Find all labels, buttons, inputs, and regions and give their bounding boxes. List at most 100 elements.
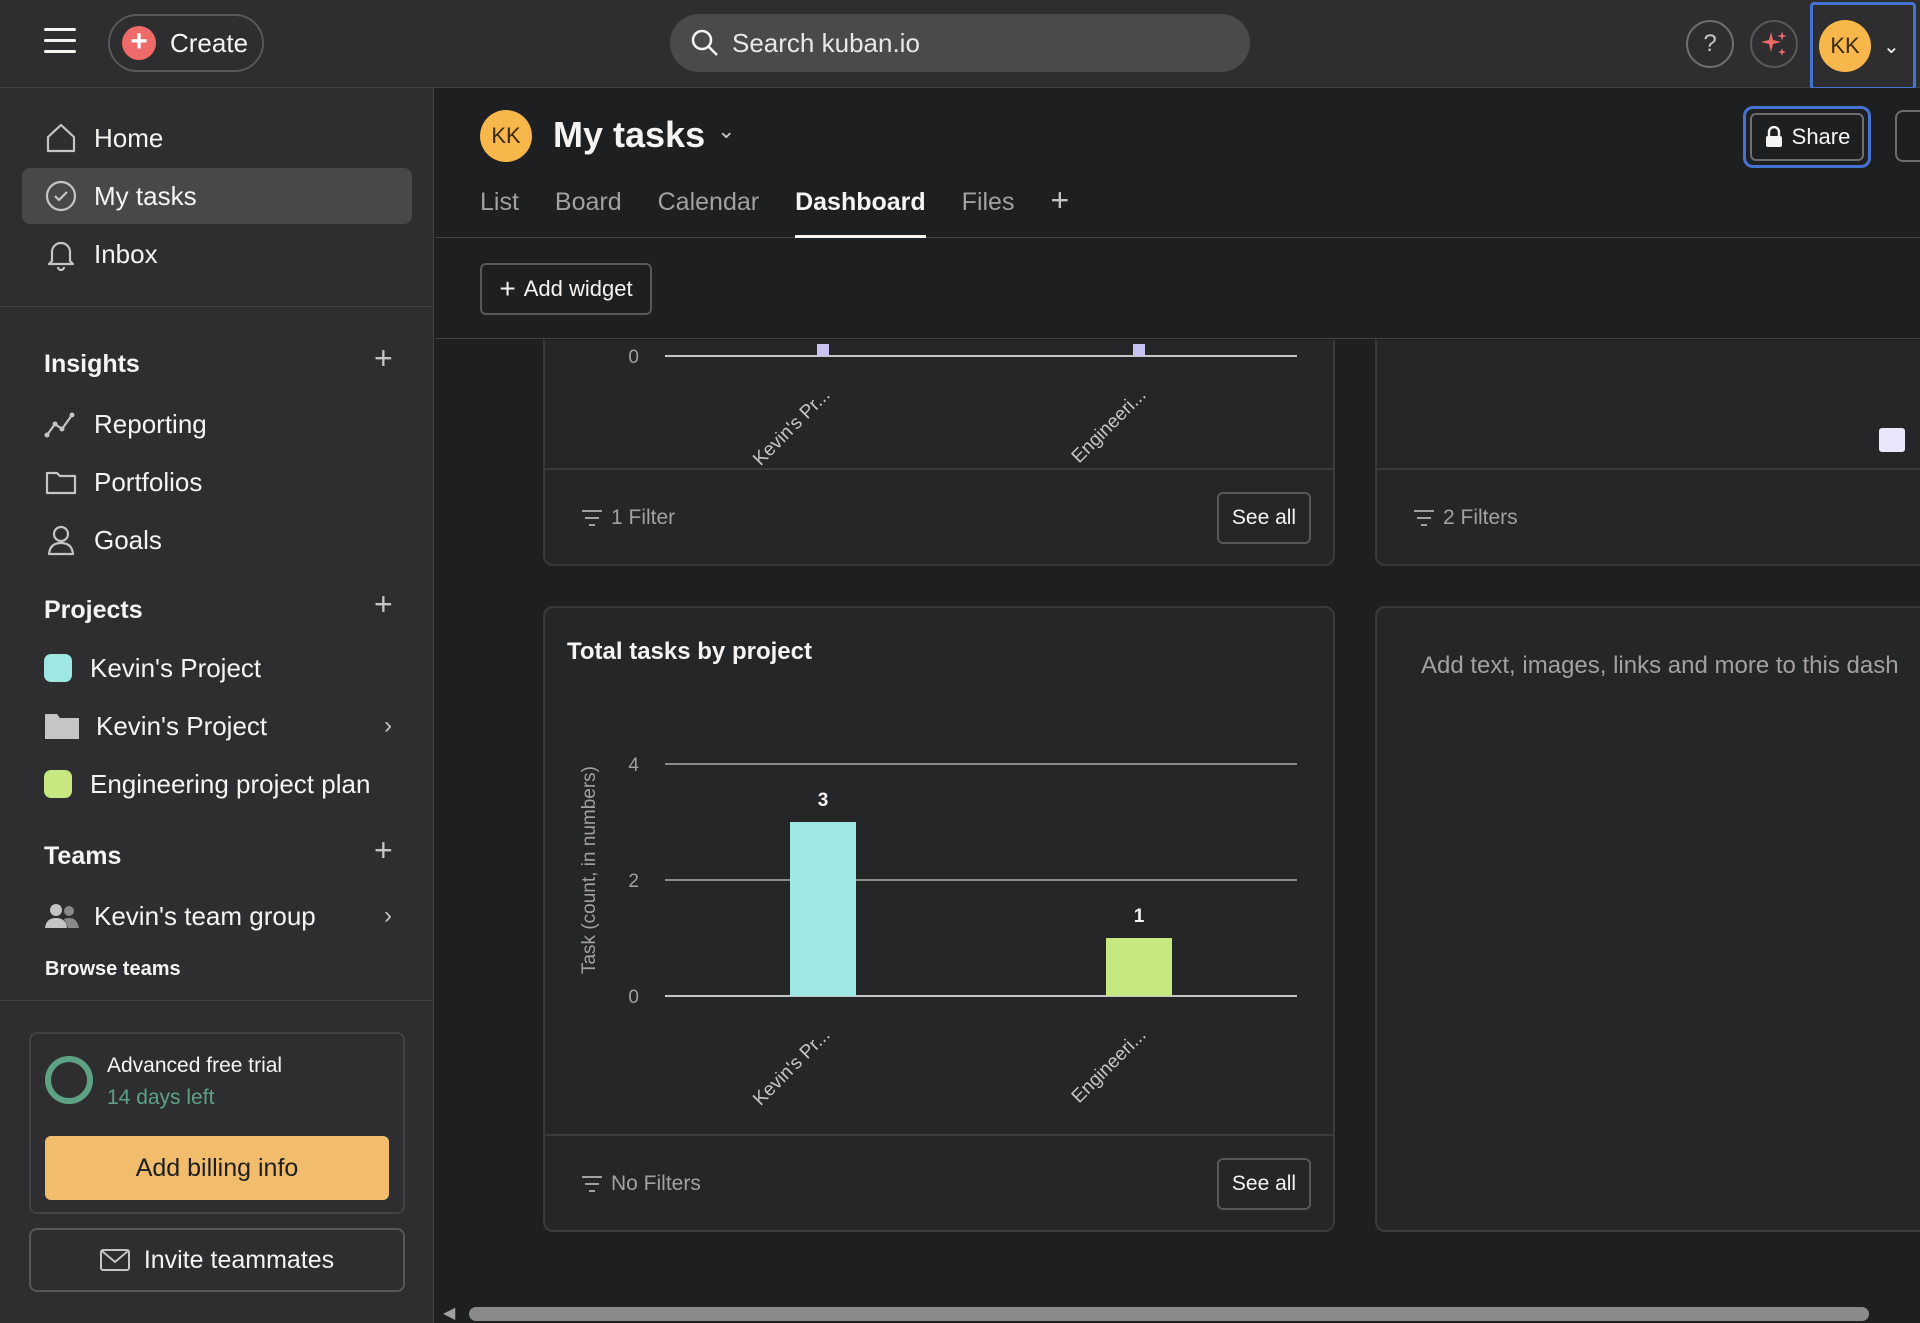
- sidebar-item-label: Kevin's Project: [96, 710, 268, 741]
- bar: [1106, 938, 1172, 996]
- chart-widget-top-left: 0 Kevin's Pr... Engineeri... 1 Filter See …: [543, 340, 1335, 566]
- chevron-right-icon[interactable]: ›: [384, 902, 392, 929]
- insights-title: Insights: [44, 350, 140, 378]
- page-header: KK My tasks ⌄ Share List Board Calendar …: [435, 88, 1920, 238]
- sidebar-item-my-tasks[interactable]: My tasks: [22, 168, 412, 224]
- sidebar-item-reporting[interactable]: Reporting: [22, 396, 412, 452]
- top-bar: + Create Search kuban.io ? KK ⌄: [0, 0, 1920, 90]
- scrollbar-thumb[interactable]: [469, 1307, 1869, 1321]
- sidebar-item-label: Inbox: [94, 238, 158, 269]
- horizontal-scrollbar[interactable]: ◀: [435, 1301, 1920, 1323]
- teams-title: Teams: [44, 842, 122, 870]
- browse-teams-link[interactable]: Browse teams: [45, 958, 181, 980]
- sidebar-item-project[interactable]: Kevin's Project: [22, 640, 412, 696]
- y-tick-label: 2: [628, 871, 639, 892]
- customize-button[interactable]: [1895, 110, 1920, 162]
- chevron-down-icon: ⌄: [1883, 35, 1900, 58]
- sidebar-item-label: Engineering project plan: [90, 768, 371, 799]
- add-team-button[interactable]: +: [374, 832, 393, 868]
- account-menu-button[interactable]: KK ⌄: [1810, 2, 1916, 90]
- avatar: KK: [1819, 20, 1871, 72]
- sidebar: Home My tasks Inbox Insights + Reporting…: [0, 88, 434, 1323]
- add-widget-label: Add widget: [523, 276, 633, 301]
- folder-icon: [45, 471, 77, 495]
- filter-icon: [582, 510, 602, 526]
- y-axis-label: Task (count, in numbers): [579, 766, 600, 974]
- filter-icon: [1414, 510, 1434, 526]
- x-tick-label: Kevin's Pr...: [749, 1025, 834, 1110]
- divider: [0, 1000, 434, 1001]
- sidebar-item-project-folder[interactable]: Kevin's Project ›: [22, 698, 412, 754]
- page-title: My tasks: [553, 114, 706, 155]
- divider: [0, 306, 434, 307]
- tab-files[interactable]: Files: [961, 188, 1015, 216]
- create-button[interactable]: + Create: [108, 14, 264, 72]
- sidebar-item-inbox[interactable]: Inbox: [22, 226, 412, 282]
- help-button[interactable]: ?: [1686, 20, 1734, 68]
- add-project-button[interactable]: +: [374, 586, 393, 622]
- sidebar-item-portfolios[interactable]: Portfolios: [22, 454, 412, 510]
- bell-icon: [47, 241, 75, 271]
- see-all-button[interactable]: See all: [1217, 1158, 1311, 1210]
- legend-swatch: [1879, 428, 1905, 452]
- share-label: Share: [1791, 124, 1851, 149]
- widget-footer: 2 Filters: [1377, 468, 1920, 566]
- chart-line-icon: [44, 412, 75, 438]
- add-tab-button[interactable]: +: [1050, 182, 1070, 218]
- filter-label: 1 Filter: [611, 506, 676, 529]
- invite-label: Invite teammates: [143, 1245, 335, 1274]
- widget-title: Total tasks by project: [567, 638, 812, 665]
- filter-label: No Filters: [611, 1172, 701, 1195]
- add-billing-info-button[interactable]: Add billing info: [45, 1136, 389, 1200]
- trial-box: Advanced free trial 14 days left Add bil…: [29, 1032, 405, 1214]
- home-icon: [46, 123, 76, 153]
- dashboard-toolbar: + Add widget: [435, 239, 1920, 339]
- chevron-right-icon[interactable]: ›: [384, 712, 392, 739]
- search-input[interactable]: Search kuban.io: [670, 14, 1250, 72]
- tab-list[interactable]: List: [480, 188, 519, 216]
- filter-button[interactable]: 2 Filters: [1413, 506, 1518, 530]
- scroll-left-icon[interactable]: ◀: [443, 1305, 456, 1322]
- widget-footer: No Filters See all: [545, 1134, 1333, 1232]
- lock-icon: [1765, 126, 1782, 147]
- sidebar-item-goals[interactable]: Goals: [22, 512, 412, 568]
- sparkle-icon: [1761, 31, 1787, 56]
- project-color-chip: [44, 770, 72, 798]
- trial-title: Advanced free trial: [107, 1054, 283, 1077]
- mail-icon: [99, 1249, 130, 1271]
- filter-button[interactable]: 1 Filter: [581, 506, 675, 530]
- y-tick-label: 4: [628, 755, 639, 776]
- text-widget[interactable]: Add text, images, links and more to this…: [1375, 606, 1920, 1232]
- share-button[interactable]: Share: [1750, 113, 1864, 161]
- plus-icon: +: [122, 26, 156, 60]
- add-widget-button[interactable]: + Add widget: [480, 263, 652, 315]
- filter-icon: [582, 1176, 602, 1192]
- tab-calendar[interactable]: Calendar: [657, 188, 760, 216]
- see-all-button[interactable]: See all: [1217, 492, 1311, 544]
- share-button-focus: Share: [1743, 106, 1871, 168]
- sidebar-item-label: Kevin's Project: [90, 652, 262, 683]
- widget-footer: 1 Filter See all: [545, 468, 1333, 566]
- sidebar-item-label: Kevin's team group: [94, 900, 316, 931]
- tab-board[interactable]: Board: [554, 188, 622, 216]
- chevron-down-icon[interactable]: ⌄: [717, 118, 736, 143]
- sidebar-item-home[interactable]: Home: [22, 110, 412, 166]
- sidebar-item-team[interactable]: Kevin's team group ›: [22, 888, 412, 944]
- tab-dashboard[interactable]: Dashboard: [795, 188, 926, 238]
- filter-label: 2 Filters: [1443, 506, 1518, 529]
- bar-chart-top: 0 Kevin's Pr... Engineeri...: [628, 344, 1297, 470]
- menu-icon[interactable]: [44, 28, 76, 58]
- invite-teammates-button[interactable]: Invite teammates: [29, 1228, 405, 1292]
- filter-button[interactable]: No Filters: [581, 1172, 701, 1196]
- sidebar-item-engineering-project[interactable]: Engineering project plan: [22, 756, 412, 812]
- search-placeholder: Search kuban.io: [732, 27, 920, 58]
- bar: [817, 344, 829, 356]
- bar-chart-total-tasks: 0 2 4 3 Kevin's Pr... 1 Engineeri... Task (coun…: [579, 755, 1297, 1110]
- dashboard-content: 0 Kevin's Pr... Engineeri... 1 Filter See …: [435, 340, 1920, 1300]
- add-insight-button[interactable]: +: [374, 340, 393, 376]
- ai-sparkle-button[interactable]: [1750, 20, 1798, 68]
- projects-title: Projects: [44, 596, 143, 624]
- sidebar-item-label: My tasks: [94, 180, 197, 211]
- data-label: 3: [818, 790, 829, 811]
- y-tick-label: 0: [628, 987, 639, 1008]
